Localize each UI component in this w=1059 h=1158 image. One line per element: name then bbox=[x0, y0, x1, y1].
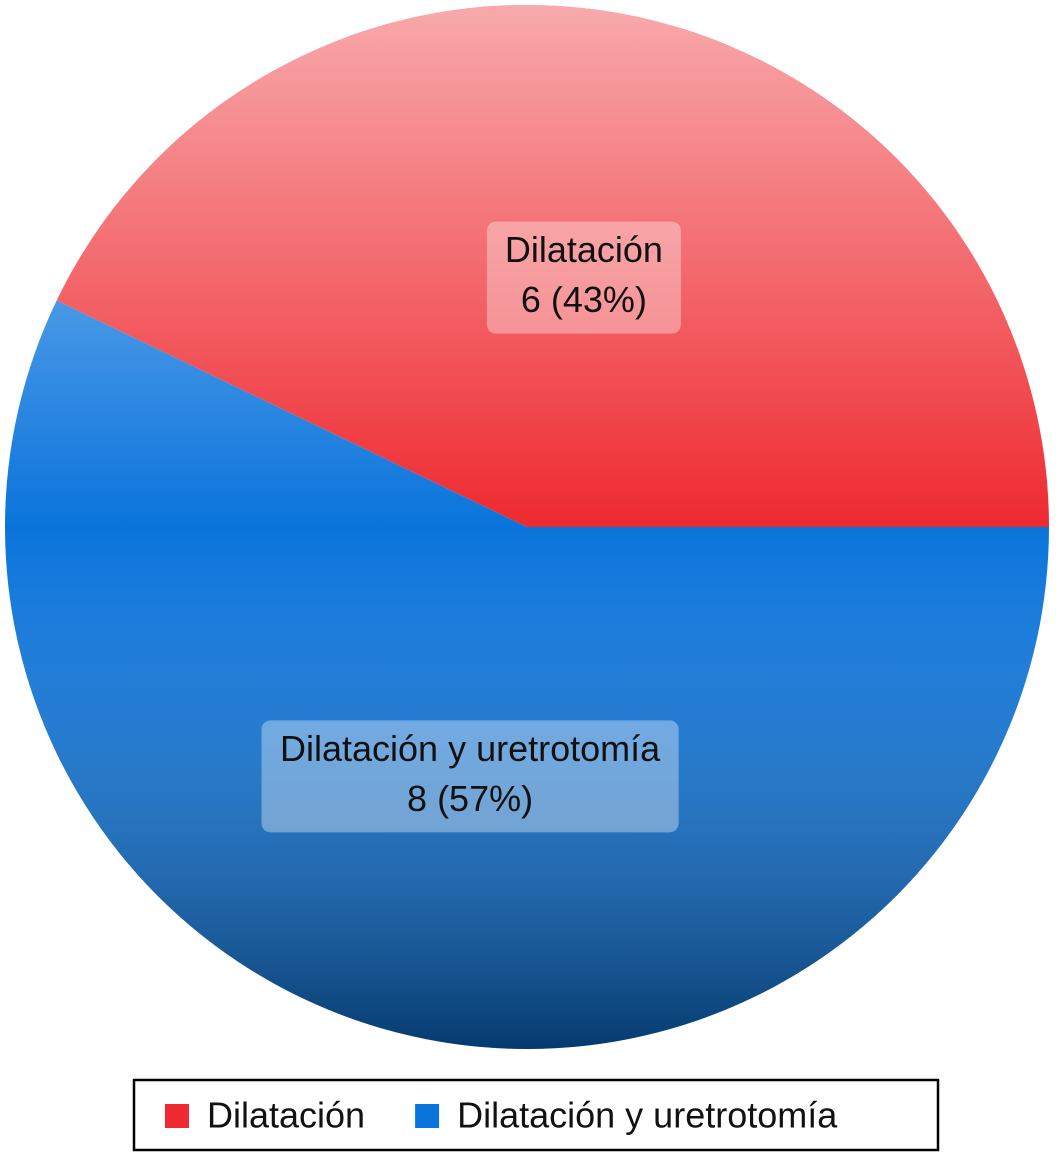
legend-swatch bbox=[165, 1104, 189, 1128]
slice-label: Dilatación y uretrotomía 8 (57%) bbox=[261, 720, 679, 833]
slice-label: Dilatación 6 (43%) bbox=[486, 221, 681, 334]
legend: Dilatación Dilatación y uretrotomía bbox=[165, 1095, 838, 1136]
slice-label-name: Dilatación y uretrotomía bbox=[280, 728, 661, 769]
slice-label-box bbox=[261, 720, 679, 833]
slice-label-value: 6 (43%) bbox=[521, 279, 647, 320]
legend-label: Dilatación y uretrotomía bbox=[457, 1095, 838, 1136]
slice-label-value: 8 (57%) bbox=[407, 778, 533, 819]
slice-label-box bbox=[486, 221, 681, 334]
pie bbox=[4, 5, 1050, 1050]
slice-labels: Dilatación 6 (43%) Dilatación y uretrotomí… bbox=[261, 221, 681, 833]
legend-box bbox=[132, 1078, 940, 1152]
legend-label: Dilatación bbox=[207, 1095, 365, 1136]
slice-label-name: Dilatación bbox=[505, 229, 663, 270]
legend-swatch bbox=[415, 1104, 440, 1128]
